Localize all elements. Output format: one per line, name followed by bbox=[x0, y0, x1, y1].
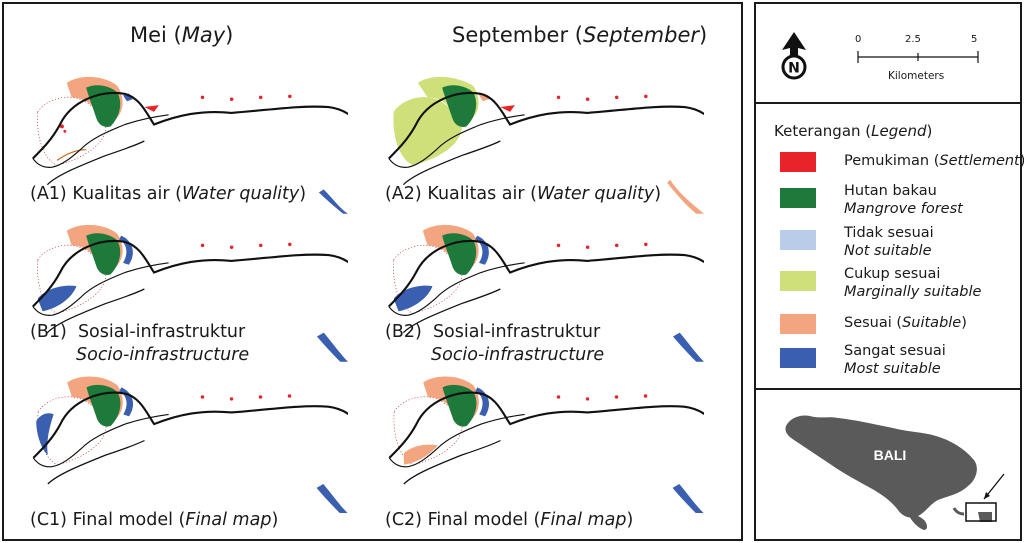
map-b1 bbox=[31, 224, 348, 364]
bali-inset-map: BALI bbox=[785, 415, 1005, 530]
legend-label-not-suitable: Tidak sesuai Not suitable bbox=[844, 225, 934, 259]
scale-tick-0: 0 bbox=[855, 34, 862, 45]
caption-c2: (C2) Final model (Final map) bbox=[385, 510, 634, 530]
scale-tick-2-5: 2.5 bbox=[905, 34, 921, 45]
legend-label-marginally-suitable: Cukup sesuai Marginally suitable bbox=[844, 266, 982, 300]
caption-c1: (C1) Final model (Final map) bbox=[30, 510, 279, 530]
scale-bar-line bbox=[857, 51, 979, 63]
north-arrow-icon: N bbox=[781, 32, 807, 80]
swatch-not-suitable bbox=[780, 230, 816, 250]
map-a1 bbox=[31, 76, 348, 216]
north-letter: N bbox=[788, 61, 800, 77]
legend-item-not-suitable: Tidak sesuai Not suitable bbox=[774, 224, 1024, 260]
legend-panel: N 0 2.5 5 Kilometers Keterangan (Legend)… bbox=[754, 2, 1024, 541]
map-c1 bbox=[32, 376, 348, 513]
caption-b1: (B1) Sosial-infrastruktur Socio-infrastr… bbox=[30, 322, 250, 365]
inset-label: BALI bbox=[874, 447, 907, 463]
swatch-most-suitable bbox=[780, 348, 816, 368]
column-title-may: Mei (May) bbox=[130, 23, 234, 47]
swatch-mangrove bbox=[780, 188, 816, 208]
scale-unit: Kilometers bbox=[888, 70, 945, 82]
legend-item-marginally-suitable: Cukup sesuai Marginally suitable bbox=[774, 265, 1024, 301]
caption-b2: (B2) Sosial-infrastruktur Socio-infrastr… bbox=[385, 322, 605, 365]
divider bbox=[756, 388, 1020, 390]
maps-panel: Mei (May) September (September) (A1) Kua… bbox=[2, 2, 743, 541]
map-a2 bbox=[387, 76, 704, 216]
swatch-suitable bbox=[780, 314, 816, 334]
legend-label-settlement: Pemukiman (Settlement) bbox=[844, 153, 1024, 169]
legend-label-mangrove: Hutan bakau Mangrove forest bbox=[844, 183, 963, 217]
map-b2 bbox=[387, 224, 704, 364]
legend-title: Keterangan (Legend) bbox=[774, 122, 933, 140]
caption-a1: (A1) Kualitas air (Water quality) bbox=[30, 184, 307, 204]
legend-item-suitable: Sesuai (Suitable) bbox=[774, 312, 1024, 348]
legend-label-suitable: Sesuai (Suitable) bbox=[844, 315, 967, 331]
map-c2 bbox=[388, 376, 704, 513]
column-title-september: September (September) bbox=[452, 23, 708, 47]
swatch-settlement bbox=[780, 152, 816, 172]
legend-item-mangrove: Hutan bakau Mangrove forest bbox=[774, 182, 1024, 218]
legend-item-most-suitable: Sangat sesuai Most suitable bbox=[774, 342, 1024, 378]
divider bbox=[756, 102, 1020, 104]
caption-a2: (A2) Kualitas air (Water quality) bbox=[385, 184, 662, 204]
swatch-marginally-suitable bbox=[780, 271, 816, 291]
legend-label-most-suitable: Sangat sesuai Most suitable bbox=[844, 343, 946, 377]
scale-tick-5: 5 bbox=[971, 34, 978, 45]
legend-item-settlement: Pemukiman (Settlement) bbox=[774, 150, 1024, 186]
